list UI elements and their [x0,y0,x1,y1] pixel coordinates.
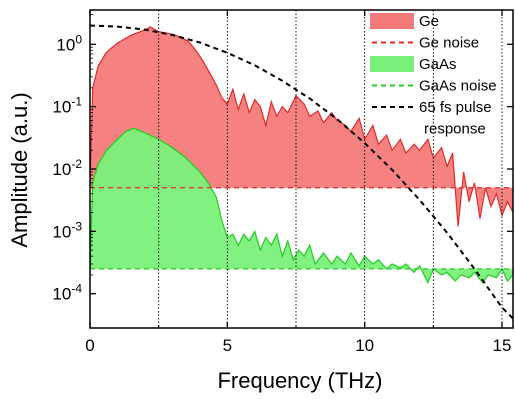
y-tick-label: 10-2 [52,157,82,179]
plot-area [90,10,513,328]
legend-swatch [370,56,414,72]
legend-label: Ge noise [419,35,479,52]
legend-label: Ge [419,13,439,30]
y-tick-label: 10-3 [52,219,82,241]
line-ge [90,26,513,227]
legend: Ge Ge noise GaAs GaAs noise 65 fs pulse respo… [370,13,497,138]
x-axis-title: Frequency (THz) [217,368,382,393]
axes: 0 5 10 15 100 10-1 10-2 10-3 10-4 [52,9,514,355]
pulse-response-line [90,24,513,320]
x-tick-label: 10 [355,336,374,355]
y-axis-title: Amplitude (a.u.) [7,92,32,247]
x-tick-label: 5 [223,336,232,355]
area-gaas [90,128,513,283]
y-tick-label: 10-4 [52,282,82,304]
legend-label: GaAs [419,56,457,73]
x-tick-label: 0 [85,336,94,355]
legend-label: response [424,121,486,138]
y-tick-label: 100 [56,32,82,54]
legend-label: 65 fs pulse [419,99,492,116]
legend-swatch [370,13,414,29]
legend-label: GaAs noise [419,78,497,95]
x-tick-label: 15 [493,336,512,355]
line-gaas [90,127,513,285]
y-tick-label: 10-1 [52,95,82,117]
